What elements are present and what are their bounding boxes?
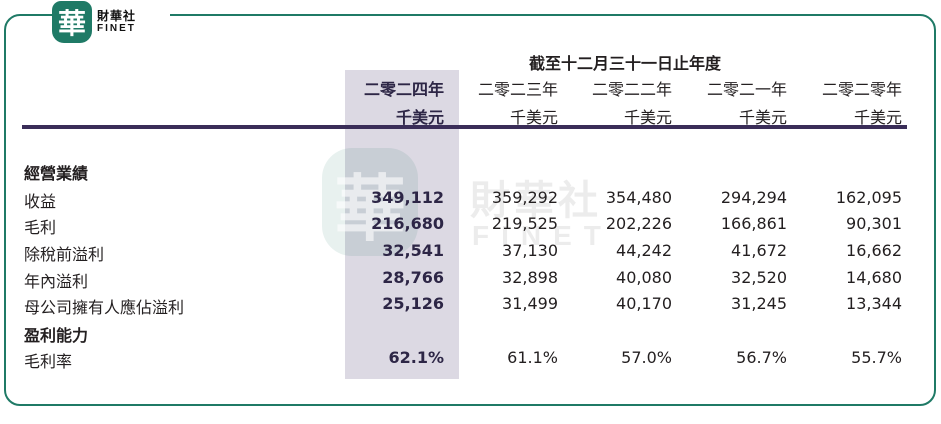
table-cell: 57.0% <box>621 348 672 367</box>
table-cell: 55.7% <box>851 348 902 367</box>
unit-header: 千美元 <box>738 108 787 127</box>
logo-cn: 財華社 <box>97 9 137 23</box>
table-cell: 13,344 <box>846 294 902 313</box>
table-row: 毛利率 62.1% 61.1% 57.0% 56.7% 55.7% <box>0 348 941 372</box>
table-cell: 32,541 <box>382 241 444 260</box>
unit-header: 千美元 <box>623 108 672 127</box>
year-header: 二零二一年 <box>706 80 787 99</box>
section-header-row: 經營業績 <box>0 160 941 184</box>
table-cell: 40,170 <box>616 294 672 313</box>
table-cell: 162,095 <box>835 188 902 207</box>
row-label: 收益 <box>24 192 57 211</box>
table-cell: 90,301 <box>846 214 902 233</box>
unit-header: 千美元 <box>853 108 902 127</box>
table-cell: 166,861 <box>720 214 787 233</box>
current-year-highlight <box>345 70 459 379</box>
year-header: 二零二二年 <box>591 80 672 99</box>
table-row: 除稅前溢利 32,541 37,130 44,242 41,672 16,662 <box>0 241 941 265</box>
table-cell: 31,245 <box>731 294 787 313</box>
year-header: 二零二四年 <box>363 80 444 99</box>
table-cell: 354,480 <box>605 188 672 207</box>
logo-text: 財華社 FINET <box>97 10 136 34</box>
table-row: 母公司擁有人應佔溢利 25,126 31,499 40,170 31,245 13,344 <box>0 294 941 318</box>
table-cell: 359,292 <box>491 188 558 207</box>
table-cell: 37,130 <box>502 241 558 260</box>
table-cell: 32,898 <box>502 268 558 287</box>
row-label: 毛利率 <box>24 352 73 371</box>
table-cell: 41,672 <box>731 241 787 260</box>
period-header: 截至十二月三十一日止年度 <box>528 54 721 73</box>
card-frame <box>4 14 936 406</box>
table-cell: 40,080 <box>616 268 672 287</box>
table-cell: 28,766 <box>382 268 444 287</box>
unit-header: 千美元 <box>509 108 558 127</box>
table-cell: 62.1% <box>388 348 444 367</box>
table-row: 年內溢利 28,766 32,898 40,080 32,520 14,680 <box>0 268 941 292</box>
table-cell: 61.1% <box>507 348 558 367</box>
row-label: 除稅前溢利 <box>24 245 105 264</box>
section-title: 經營業績 <box>24 164 89 183</box>
year-header: 二零二零年 <box>821 80 902 99</box>
year-header-row: 二零二四年 二零二三年 二零二二年 二零二一年 二零二零年 <box>0 76 941 99</box>
table-cell: 25,126 <box>382 294 444 313</box>
table-cell: 216,680 <box>371 214 444 233</box>
table-cell: 202,226 <box>605 214 672 233</box>
section-title: 盈利能力 <box>24 326 89 345</box>
finet-logo: 華 財華社 FINET <box>52 0 170 44</box>
table-cell: 349,112 <box>371 188 444 207</box>
table-cell: 44,242 <box>616 241 672 260</box>
table-cell: 56.7% <box>736 348 787 367</box>
section-header-row: 盈利能力 <box>0 322 941 346</box>
logo-en: FINET <box>97 23 136 34</box>
table-cell: 32,520 <box>731 268 787 287</box>
header-divider <box>22 125 907 129</box>
table-row: 收益 349,112 359,292 354,480 294,294 162,095 <box>0 188 941 212</box>
row-label: 毛利 <box>24 218 57 237</box>
table-cell: 219,525 <box>491 214 558 233</box>
logo-mark-icon: 華 <box>52 1 92 43</box>
table-cell: 31,499 <box>502 294 558 313</box>
unit-header-row: 千美元 千美元 千美元 千美元 千美元 <box>0 104 941 127</box>
row-label: 年內溢利 <box>24 272 89 291</box>
unit-header: 千美元 <box>395 108 444 127</box>
table-cell: 294,294 <box>720 188 787 207</box>
table-cell: 16,662 <box>846 241 902 260</box>
row-label: 母公司擁有人應佔溢利 <box>24 298 185 317</box>
table-row: 毛利 216,680 219,525 202,226 166,861 90,301 <box>0 214 941 238</box>
year-header: 二零二三年 <box>477 80 558 99</box>
table-cell: 14,680 <box>846 268 902 287</box>
